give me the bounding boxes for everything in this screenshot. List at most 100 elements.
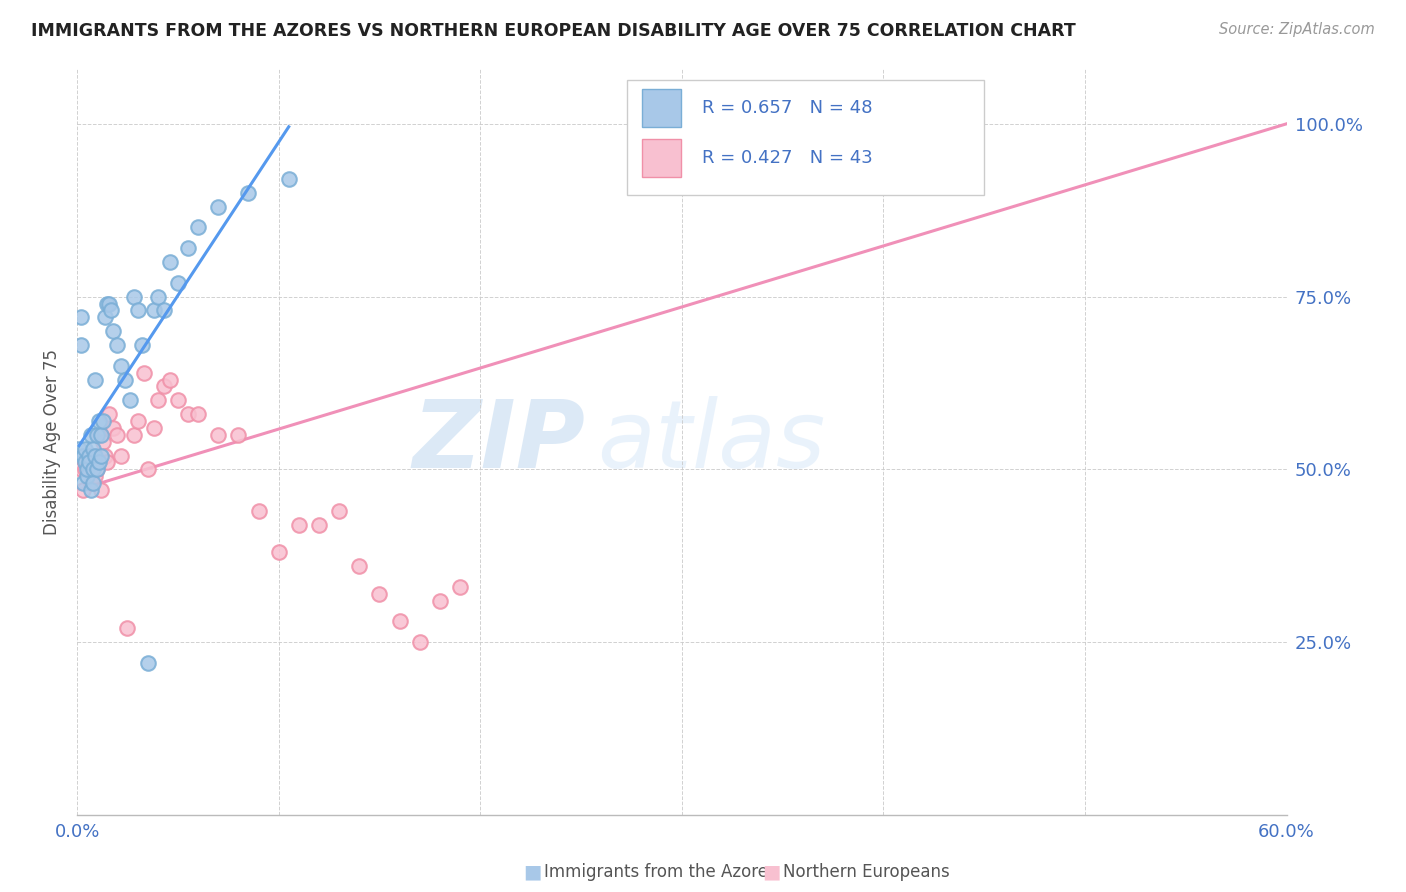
Point: [84, 469, 107, 483]
Point: [89, 427, 111, 442]
Point: [288, 517, 311, 532]
Point: [187, 407, 209, 421]
Point: [132, 366, 155, 380]
Point: [177, 407, 200, 421]
Point: [247, 504, 270, 518]
Point: [103, 324, 125, 338]
Point: [146, 290, 169, 304]
Text: ZIP: ZIP: [412, 396, 585, 488]
Point: [349, 559, 371, 574]
Point: [76, 469, 98, 483]
Point: [89, 455, 111, 469]
Point: [107, 427, 129, 442]
Bar: [643, 89, 681, 127]
Text: ■: ■: [762, 863, 780, 882]
Point: [76, 462, 98, 476]
Point: [70, 338, 93, 352]
Point: [77, 462, 100, 476]
Point: [80, 427, 103, 442]
Point: [96, 455, 118, 469]
Point: [75, 442, 97, 456]
FancyBboxPatch shape: [627, 79, 984, 195]
Point: [82, 442, 104, 456]
Text: R = 0.657   N = 48: R = 0.657 N = 48: [703, 99, 873, 117]
Text: atlas: atlas: [598, 396, 825, 487]
Point: [77, 455, 100, 469]
Point: [96, 296, 118, 310]
Point: [80, 476, 103, 491]
Point: [75, 462, 97, 476]
Point: [82, 462, 104, 476]
Point: [127, 303, 149, 318]
Point: [90, 427, 112, 442]
Point: [67, 442, 90, 456]
Point: [207, 200, 229, 214]
Point: [98, 407, 121, 421]
Point: [107, 338, 129, 352]
Point: [142, 421, 165, 435]
Bar: [643, 139, 681, 177]
Text: Immigrants from the Azores: Immigrants from the Azores: [544, 863, 778, 881]
Point: [110, 359, 132, 373]
Point: [122, 290, 145, 304]
Point: [86, 427, 108, 442]
Point: [368, 587, 391, 601]
Point: [84, 373, 107, 387]
Point: [90, 449, 112, 463]
Point: [75, 455, 97, 469]
Point: [449, 580, 471, 594]
Point: [131, 338, 153, 352]
Point: [167, 276, 190, 290]
Point: [429, 593, 451, 607]
Point: [136, 656, 159, 670]
Point: [388, 615, 411, 629]
Point: [70, 462, 93, 476]
Point: [114, 373, 136, 387]
Point: [142, 303, 165, 318]
Point: [136, 462, 159, 476]
Point: [328, 504, 350, 518]
Point: [72, 449, 94, 463]
Point: [84, 449, 107, 463]
Point: [90, 483, 112, 497]
Y-axis label: Disability Age Over 75: Disability Age Over 75: [44, 349, 60, 534]
Point: [94, 449, 117, 463]
Point: [98, 296, 121, 310]
Point: [94, 310, 117, 325]
Point: [91, 414, 114, 428]
Point: [122, 427, 145, 442]
Point: [207, 427, 229, 442]
Point: [409, 635, 432, 649]
Point: [167, 393, 190, 408]
Point: [177, 241, 200, 255]
Point: [152, 379, 174, 393]
Point: [86, 462, 108, 476]
Point: [86, 462, 108, 476]
Point: [89, 414, 111, 428]
Point: [277, 172, 299, 186]
Text: IMMIGRANTS FROM THE AZORES VS NORTHERN EUROPEAN DISABILITY AGE OVER 75 CORRELATI: IMMIGRANTS FROM THE AZORES VS NORTHERN E…: [31, 22, 1076, 40]
Point: [187, 220, 209, 235]
Point: [308, 517, 330, 532]
Text: ■: ■: [523, 863, 541, 882]
Point: [159, 373, 181, 387]
Point: [146, 393, 169, 408]
Point: [152, 303, 174, 318]
Point: [72, 483, 94, 497]
Point: [82, 476, 104, 491]
Point: [228, 427, 250, 442]
Text: Northern Europeans: Northern Europeans: [783, 863, 950, 881]
Point: [267, 545, 290, 559]
Point: [70, 310, 93, 325]
Text: R = 0.427   N = 43: R = 0.427 N = 43: [703, 149, 873, 167]
Point: [159, 255, 181, 269]
Point: [127, 414, 149, 428]
Point: [72, 476, 94, 491]
Point: [238, 186, 260, 200]
Point: [117, 621, 139, 635]
Point: [91, 434, 114, 449]
Point: [110, 449, 132, 463]
Point: [76, 455, 98, 469]
Point: [82, 449, 104, 463]
Text: Source: ZipAtlas.com: Source: ZipAtlas.com: [1219, 22, 1375, 37]
